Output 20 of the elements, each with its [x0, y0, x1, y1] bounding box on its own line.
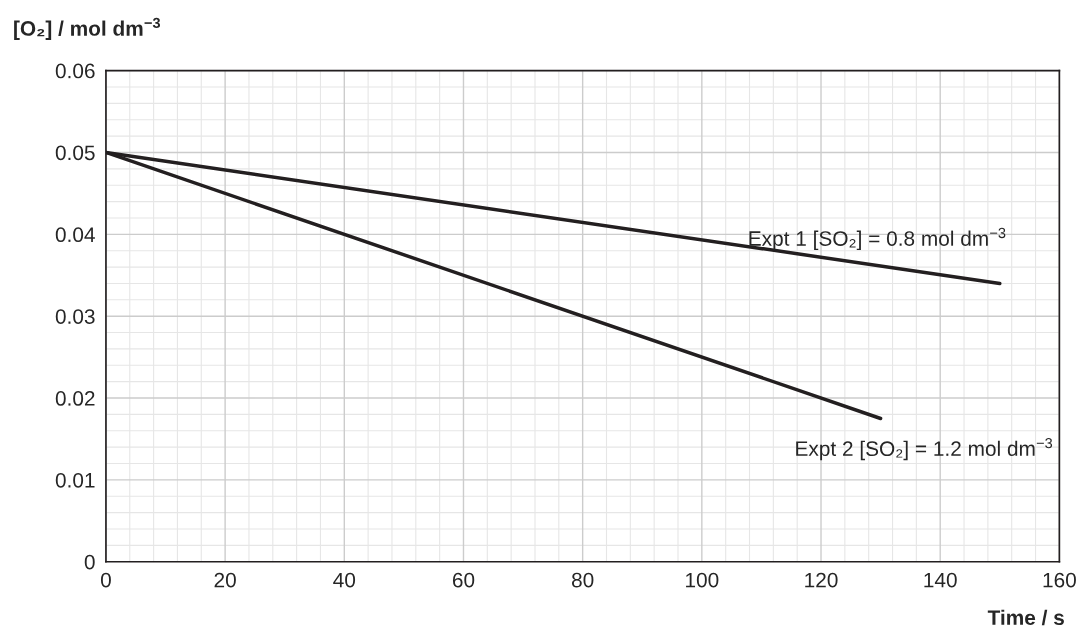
x-tick-label: 40: [333, 572, 356, 588]
x-tick-label: 160: [1043, 572, 1076, 588]
y-tick-label: 0.04: [55, 227, 95, 243]
y-tick-label: 0.01: [55, 472, 95, 488]
x-tick-label: 120: [805, 572, 838, 588]
series-label: Expt 1 [SO₂] = 0.8 mol dm$^{−3}$: [749, 227, 1006, 251]
y-tick-label: 0.03: [55, 309, 95, 324]
x-tick-label: 20: [214, 572, 236, 588]
x-tick-label: 0: [100, 572, 111, 588]
text: Expt 2 [SO₂] = 1.2 mol dm$^{−3}$: [796, 437, 1053, 461]
y-tick-label: 0.05: [55, 145, 95, 161]
x-axis-title: Time / s: [987, 609, 1064, 626]
x-tick-label: 140: [924, 572, 957, 588]
y-tick-label: 0.06: [55, 63, 95, 79]
x-tick-label: 100: [686, 572, 719, 588]
x-tick-label: 80: [571, 572, 594, 588]
y-axis-title: [O₂] / mol dm$^{−3}$: [14, 17, 161, 40]
x-tick-label: 60: [452, 572, 475, 588]
y-tick-label: 0.02: [55, 391, 95, 406]
y-tick-label: 0: [84, 554, 95, 570]
